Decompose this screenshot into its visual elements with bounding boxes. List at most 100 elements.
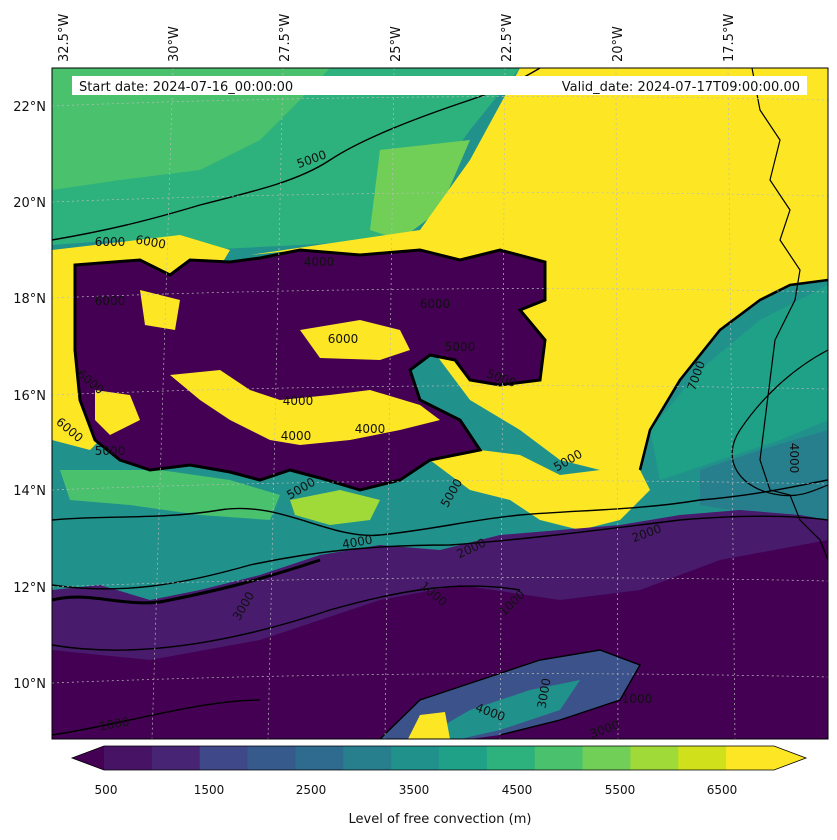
grid-lat-4 [51, 385, 829, 396]
contour-label: 4000 [283, 394, 314, 408]
lat-label: 10°N [13, 677, 46, 692]
longitude-labels: 32.5°W 30°W 27.5°W 25°W 22.5°W 20°W 17.5… [57, 14, 737, 62]
date-box [72, 76, 807, 95]
contour-label: 6000 [134, 233, 167, 252]
contour-label: 4000 [304, 255, 335, 269]
contour-se-tongue [379, 649, 642, 739]
latitude-labels: 22°N 20°N 18°N 16°N 14°N 12°N 10°N [13, 100, 46, 692]
contour-4000-mid [52, 479, 828, 537]
grid-lat-3 [51, 288, 829, 299]
contour-label: 4000 [281, 429, 312, 443]
grid-lon-4 [384, 67, 395, 740]
colorbar-tick-label: 4500 [502, 783, 533, 797]
contour-label: 1000 [622, 692, 653, 706]
contour-label: 4000 [355, 422, 386, 436]
colorbar [70, 745, 808, 771]
lon-label: 22.5°W [500, 14, 515, 62]
contour-yellow-edge-east [638, 278, 828, 471]
colorbar-segment [343, 746, 392, 770]
colorbar-segment [199, 746, 249, 770]
grid-lon-6 [615, 67, 619, 740]
contour-label: 6000 [328, 332, 359, 346]
colorbar-segment [247, 746, 296, 770]
colorbar-outline [70, 745, 808, 771]
lat-label: 22°N [13, 100, 46, 115]
contour-label: 4000 [787, 443, 801, 474]
colorbar-segment [151, 746, 201, 770]
colorbar-segment [678, 746, 727, 770]
field-yellow-se [408, 712, 450, 739]
colorbar-segment [439, 746, 488, 770]
contour-5000-north [52, 68, 541, 241]
field-north-green2 [52, 68, 330, 190]
contour-blob-outline [73, 248, 547, 492]
colorbar-tick-label: 5500 [605, 783, 636, 797]
field-green-pocket [60, 470, 280, 520]
valid-date-text: Valid_date: 2024-07-17T09:00:00.00 [562, 80, 800, 95]
grid-lat-1 [51, 96, 829, 107]
lon-label: 25°W [389, 26, 404, 62]
field-teal-east2 [700, 430, 828, 520]
field-yellow-island-4 [140, 290, 180, 330]
colorbar-segment [391, 746, 440, 770]
contour-2000 [52, 515, 828, 590]
map-panel [52, 68, 828, 739]
colorbar-segment [295, 746, 344, 770]
start-date-text: Start date: 2024-07-16_00:00:00 [79, 80, 293, 95]
colorbar-segment [582, 746, 631, 770]
colorbar-title: Level of free convection (m) [349, 812, 532, 827]
field-north-light [370, 140, 470, 240]
lon-label: 30°W [167, 26, 182, 62]
colorbar-tick-label: 3500 [399, 783, 430, 797]
colorbar-extend-max [774, 746, 806, 770]
lon-label: 32.5°W [57, 14, 72, 62]
grid-lat-2 [51, 192, 829, 203]
contour-east-inner [731, 349, 828, 497]
field-lightgreen-pocket [290, 490, 380, 525]
grid-lon-7 [727, 67, 736, 740]
lat-label: 14°N [13, 484, 46, 499]
contour-label: 5000 [95, 444, 126, 458]
contour-1000-b [52, 699, 261, 736]
field-teal-east [650, 285, 828, 480]
colorbar-tick-label: 1500 [194, 783, 225, 797]
coastline [751, 68, 828, 561]
field-purple-blob [75, 250, 545, 490]
contour-thick-south [52, 558, 321, 605]
contour-label: 6000 [95, 294, 126, 308]
colorbar-tick-label: 500 [95, 783, 118, 797]
field-yellow-island-3 [95, 390, 140, 435]
grid-lon-2 [151, 67, 174, 740]
colorbar-tick-label: 2500 [296, 783, 327, 797]
field-purple-south-dark [52, 540, 828, 739]
lat-label: 18°N [13, 292, 46, 307]
lon-label: 27.5°W [278, 14, 293, 62]
grid-lat-5 [51, 480, 829, 491]
grid-lat-6 [51, 577, 829, 588]
contour-lines [52, 68, 828, 739]
lat-label: 16°N [13, 389, 46, 404]
lat-label: 20°N [13, 196, 46, 211]
grid-lat-7 [51, 673, 829, 684]
contour-label: 5000 [445, 340, 476, 354]
field-yellow-island-2 [300, 320, 410, 360]
colorbar-tick-labels: 500 1500 2500 3500 4500 5500 6500 [95, 783, 738, 797]
grid-lon-5 [499, 67, 506, 740]
contour-1000 [52, 585, 521, 651]
lon-label: 20°W [611, 26, 626, 62]
contour-label: 6000 [95, 235, 126, 249]
contour-label: 4000 [341, 533, 374, 552]
colorbar-segment [486, 746, 536, 770]
contour-label: 3000 [535, 677, 554, 710]
colorbar-segment [726, 746, 775, 770]
colorbar-segment [534, 746, 584, 770]
colorbar-tick-label: 6500 [707, 783, 738, 797]
contour-label: 6000 [420, 297, 451, 311]
lon-label: 17.5°W [722, 14, 737, 62]
map-frame [51, 67, 829, 740]
colorbar-segment [630, 746, 679, 770]
grid-lon-3 [267, 67, 284, 740]
lat-label: 12°N [13, 581, 46, 596]
